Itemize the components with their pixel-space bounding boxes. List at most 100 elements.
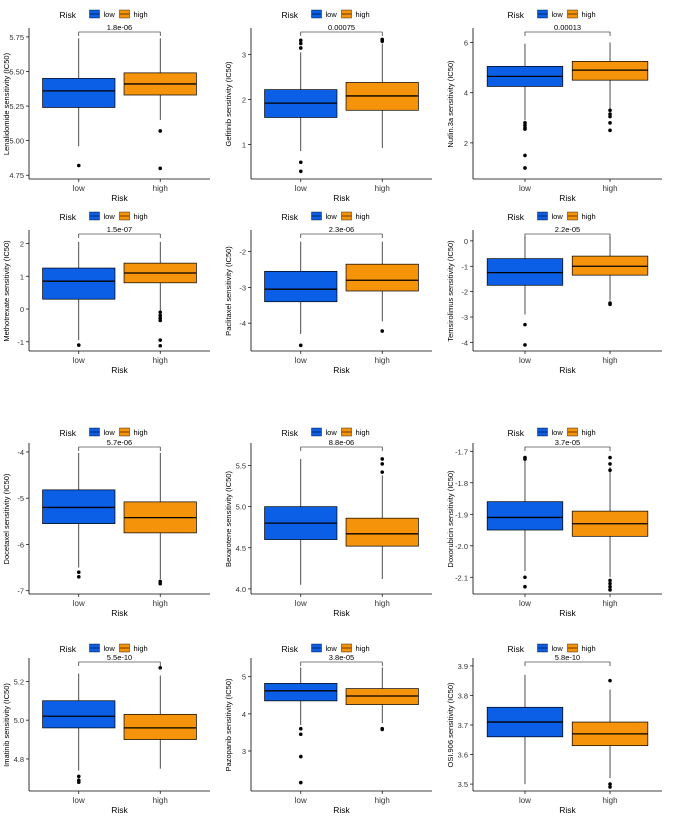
outlier-point-high <box>608 128 612 133</box>
outlier-point-high <box>380 727 385 732</box>
y-tick-label: 4.75 <box>9 171 24 180</box>
legend-title: Risk <box>282 212 299 222</box>
outlier-point-high <box>158 343 163 348</box>
y-axis-label: OSI.906 sensitivity (IC50) <box>446 682 455 768</box>
legend-title: Risk <box>282 644 299 654</box>
x-tick-label: high <box>153 184 168 193</box>
y-tick-label: 5.5 <box>236 462 246 471</box>
outlier-point-low <box>298 41 303 46</box>
y-tick-label: 5.0 <box>14 716 24 725</box>
x-tick-label: high <box>153 796 168 805</box>
chart-panel-7: Risk low high -7 -6 -5 -4 Docetaxel sensitivity… <box>2 427 210 618</box>
outlier-point-low <box>523 575 527 580</box>
box-low <box>42 489 116 524</box>
p-value-label: 0.00013 <box>554 23 581 32</box>
x-axis-label: Risk <box>333 805 350 815</box>
y-tick-label: 5.0 <box>236 503 246 512</box>
legend-label-high: high <box>134 212 148 221</box>
legend-title: Risk <box>282 10 299 20</box>
y-tick-label: 4.8 <box>14 755 24 764</box>
x-tick-label: low <box>73 796 85 805</box>
legend-label-low: low <box>104 212 116 221</box>
outlier-point-high <box>608 302 612 307</box>
y-tick-label: -4 <box>461 338 468 347</box>
legend-label-high: high <box>134 428 148 437</box>
outlier-point-low <box>523 123 527 128</box>
outlier-point-high <box>158 318 163 323</box>
box-high <box>123 713 197 740</box>
y-tick-label: 0 <box>464 237 468 246</box>
legend-label-low: low <box>326 428 338 437</box>
y-tick-label: 2 <box>242 96 246 105</box>
outlier-point-low <box>298 754 303 759</box>
p-value-label: 1.8e-06 <box>107 23 132 32</box>
legend-label-high: high <box>134 644 148 653</box>
y-tick-label: -7 <box>17 587 24 596</box>
legend-label-low: low <box>552 428 564 437</box>
y-tick-label: -2.0 <box>455 542 468 551</box>
legend-title: Risk <box>60 428 77 438</box>
outlier-point-low <box>523 322 527 327</box>
outlier-point-high <box>380 470 385 474</box>
p-value-label: 2.3e-06 <box>329 225 354 234</box>
x-tick-label: high <box>375 599 390 608</box>
y-tick-label: 4 <box>242 710 246 719</box>
y-tick-label: 3 <box>242 51 246 60</box>
outlier-point-high <box>608 121 612 125</box>
significance-bracket <box>78 661 161 666</box>
y-tick-label: 4.0 <box>236 585 246 594</box>
x-tick-label: low <box>295 356 307 365</box>
outlier-point-high <box>158 313 163 318</box>
x-axis-label: Risk <box>111 193 128 203</box>
x-tick-label: low <box>73 356 85 365</box>
x-tick-label: low <box>295 599 307 608</box>
significance-bracket <box>524 446 611 451</box>
y-axis-label: Temsirolimus sensitivity (IC50) <box>446 240 455 342</box>
y-axis-label: Methotrexate sensitivity (IC50) <box>2 240 11 342</box>
outlier-point-high <box>608 114 612 119</box>
legend-label-high: high <box>582 212 596 221</box>
p-value-label: 0.00075 <box>328 23 355 32</box>
outlier-point-low <box>298 46 303 50</box>
box-low <box>264 270 338 303</box>
legend-label-low: low <box>326 212 338 221</box>
y-tick-label: 5 <box>242 673 246 682</box>
x-tick-label: high <box>375 184 390 193</box>
legend-label-low: low <box>552 10 564 19</box>
y-axis-label: Nutlin.3a sensitivity (IC50) <box>446 60 455 148</box>
outlier-point-high <box>608 584 612 589</box>
y-axis-label: Gefitinib sensitivity (IC50) <box>224 61 233 147</box>
y-tick-label: -1.9 <box>455 510 468 519</box>
legend-title: Risk <box>60 212 77 222</box>
y-tick-label: 2 <box>20 239 24 248</box>
x-axis-label: Risk <box>559 193 576 203</box>
x-axis-label: Risk <box>111 365 128 375</box>
x-tick-label: low <box>73 184 85 193</box>
chart-panel-3: Risk low high 2 4 6 Nutlin.3a sensitivity (IC5… <box>446 9 662 203</box>
y-tick-label: 5.00 <box>9 137 24 146</box>
legend-label-high: high <box>582 644 596 653</box>
x-axis-label: Risk <box>333 608 350 618</box>
outlier-point-high <box>608 108 612 113</box>
outlier-point-low <box>523 584 527 589</box>
significance-bracket <box>300 446 383 451</box>
outlier-point-low <box>523 121 527 125</box>
legend-title: Risk <box>60 10 77 20</box>
outlier-point-high <box>158 310 163 315</box>
outlier-point-low <box>76 343 81 347</box>
x-axis-label: Risk <box>333 193 350 203</box>
box-low <box>264 683 338 702</box>
outlier-point-low <box>523 127 527 131</box>
significance-bracket <box>300 233 383 238</box>
y-tick-label: -1.8 <box>455 479 468 488</box>
y-tick-label: -3 <box>461 313 468 322</box>
outlier-point-high <box>608 785 612 789</box>
p-value-label: 5.8e-10 <box>555 653 580 662</box>
legend-title: Risk <box>508 644 525 654</box>
chart-panel-1: Risk low high 4.75 5.00 5.25 5.50 5.75 Lenalidom… <box>2 9 210 203</box>
legend-label-high: high <box>582 428 596 437</box>
y-tick-label: 4 <box>464 89 468 98</box>
x-tick-label: high <box>153 599 168 608</box>
x-tick-label: low <box>519 356 531 365</box>
